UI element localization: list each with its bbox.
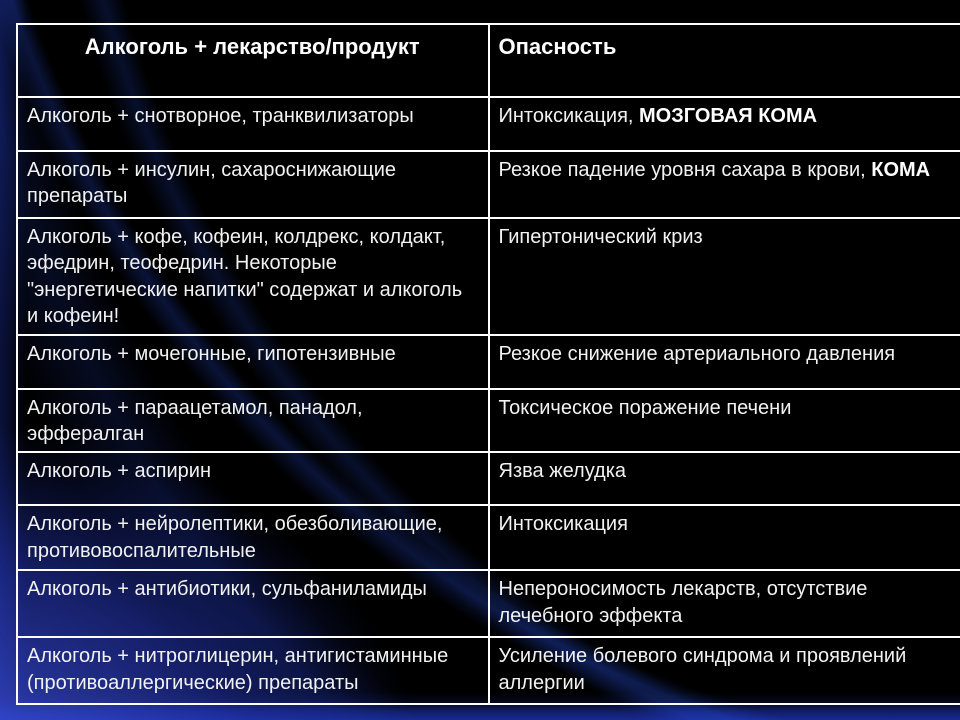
- danger-text: Интоксикация: [498, 513, 628, 536]
- table-row: Алкоголь + нитроглицерин, антигистаминны…: [16, 636, 960, 706]
- table-header-row: Алкоголь + лекарство/продукт Опасность: [16, 23, 960, 98]
- danger-text: Гипертонический криз: [498, 226, 703, 248]
- danger-cell: Резкое снижение артериального давления: [487, 333, 960, 390]
- combo-cell: Алкоголь + нитроглицерин, антигистаминны…: [16, 636, 490, 706]
- danger-cell: Интоксикация: [487, 504, 960, 572]
- danger-cell: Интоксикация, МОЗГОВАЯ КОМА: [487, 96, 960, 152]
- column-header-danger: Опасность: [487, 23, 960, 98]
- danger-cell: Гипертонический криз: [487, 217, 960, 336]
- table-row: Алкоголь + мочегонные, гипотензивные Резк…: [16, 333, 960, 390]
- table-row: Алкоголь + параацетамол, панадол, эффера…: [16, 387, 960, 454]
- combo-cell: Алкоголь + антибиотики, сульфаниламиды: [16, 569, 490, 639]
- table-row: Алкоголь + антибиотики, сульфаниламиды Не…: [16, 569, 960, 639]
- column-header-combo: Алкоголь + лекарство/продукт: [16, 23, 490, 98]
- danger-text: Резкое падение уровня сахара в крови,: [498, 159, 872, 181]
- table-body: Алкоголь + снотворное, транквилизаторы Ин…: [16, 96, 960, 706]
- danger-cell: Токсическое поражение печени: [487, 387, 960, 454]
- combo-cell: Алкоголь + кофе, кофеин, колдрекс, колда…: [16, 217, 490, 336]
- danger-text: Резкое снижение артериального давления: [498, 342, 896, 365]
- table-row: Алкоголь + аспирин Язва желудка: [16, 451, 960, 507]
- danger-emphasis: КОМА: [871, 159, 931, 181]
- danger-text: Усиление болевого синдрома и проявлений …: [498, 645, 907, 694]
- combo-cell: Алкоголь + нейролептики, обезболивающие,…: [16, 504, 490, 572]
- danger-cell: Язва желудка: [487, 451, 960, 507]
- combo-cell: Алкоголь + снотворное, транквилизаторы: [16, 96, 490, 152]
- danger-text: Непероносимость лекарств, отсутствие леч…: [498, 578, 868, 627]
- alcohol-interactions-table: Алкоголь + лекарство/продукт Опасность А…: [16, 23, 960, 706]
- combo-cell: Алкоголь + инсулин, сахароснижающие преп…: [16, 150, 490, 219]
- table-row: Алкоголь + инсулин, сахароснижающие преп…: [16, 150, 960, 219]
- table-row: Алкоголь + нейролептики, обезболивающие,…: [16, 504, 960, 572]
- danger-emphasis: МОЗГОВАЯ КОМА: [639, 105, 818, 127]
- danger-text: Язва желудка: [498, 460, 627, 483]
- table-row: Алкоголь + кофе, кофеин, колдрекс, колда…: [16, 217, 960, 336]
- danger-cell: Резкое падение уровня сахара в крови, КО…: [487, 150, 960, 219]
- danger-cell: Непероносимость лекарств, отсутствие леч…: [487, 569, 960, 639]
- danger-text: Токсическое поражение печени: [498, 396, 792, 419]
- danger-text: Интоксикация,: [498, 105, 640, 127]
- table-row: Алкоголь + снотворное, транквилизаторы Ин…: [16, 96, 960, 152]
- combo-cell: Алкоголь + аспирин: [16, 451, 490, 507]
- danger-cell: Усиление болевого синдрома и проявлений …: [487, 636, 960, 706]
- combo-cell: Алкоголь + параацетамол, панадол, эффера…: [16, 387, 490, 454]
- combo-cell: Алкоголь + мочегонные, гипотензивные: [16, 333, 490, 390]
- table-header: Алкоголь + лекарство/продукт Опасность: [16, 23, 960, 98]
